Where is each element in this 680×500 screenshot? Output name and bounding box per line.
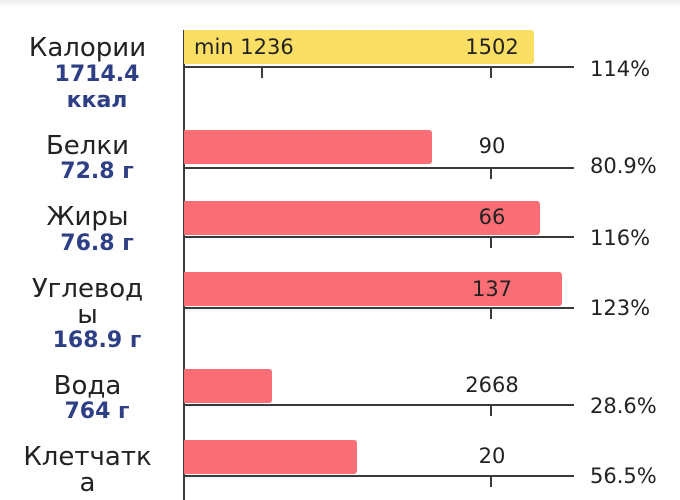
calories-row[interactable]: Калории 1714.4 ккал min 1236 1502 114% (0, 0, 680, 118)
nutrient-percent: 123% (590, 296, 651, 320)
calories-min-tick (261, 66, 263, 78)
nutrient-percent: 116% (590, 226, 651, 250)
calories-bar (184, 30, 534, 64)
calories-value: 1714.4 (54, 62, 140, 87)
nutrient-percent: 56.5% (590, 464, 657, 488)
nutrient-value: 764 г (64, 399, 130, 424)
nutrient-axis (184, 475, 574, 477)
nutrient-name-wrap: а (79, 468, 96, 498)
nutrient-name-wrap: ы (77, 300, 98, 330)
nutrient-name: Углевод (31, 274, 144, 304)
nutrient-target-label: 20 (478, 444, 506, 468)
nutrient-target-tick (490, 167, 492, 179)
nutrient-target-tick (490, 475, 492, 487)
nutrient-bar (184, 369, 272, 403)
nutrient-bar (184, 272, 562, 306)
top-shadow (0, 0, 680, 8)
nutrient-axis (184, 307, 574, 309)
nutrient-bar (184, 201, 540, 235)
calories-target-label: 1502 (465, 35, 519, 59)
nutrient-bar (184, 440, 357, 474)
nutrient-value: 168.9 г (52, 328, 142, 353)
nutrient-name: Жиры (46, 202, 129, 232)
nutrient-name: Клетчатк (23, 442, 152, 472)
nutrient-bar (184, 130, 432, 164)
nutrient-name: Вода (53, 371, 122, 401)
nutrient-axis (184, 236, 574, 238)
nutrient-target-tick (490, 236, 492, 248)
nutrient-name: Белки (45, 131, 130, 161)
calories-name: Калории (28, 33, 147, 63)
calories-axis (184, 66, 574, 68)
nutrient-value: 72.8 г (60, 159, 134, 184)
nutrient-target-label: 137 (471, 277, 513, 301)
nutrient-value: 76.8 г (60, 231, 134, 256)
calories-min-label: min 1236 (194, 35, 294, 59)
calories-unit: ккал (66, 88, 128, 113)
nutrient-percent: 80.9% (590, 154, 657, 178)
nutrient-target-label: 90 (478, 134, 506, 158)
chart-left-axis (183, 30, 185, 500)
nutrient-target-tick (490, 307, 492, 319)
nutrient-axis (184, 167, 574, 169)
calories-percent: 114% (590, 57, 651, 81)
nutrient-target-label: 66 (478, 205, 506, 229)
nutrient-target-tick (490, 404, 492, 416)
nutrient-target-label: 2668 (465, 373, 519, 397)
calories-target-tick (490, 66, 492, 78)
nutrient-axis (184, 404, 574, 406)
nutrient-percent: 28.6% (590, 394, 657, 418)
